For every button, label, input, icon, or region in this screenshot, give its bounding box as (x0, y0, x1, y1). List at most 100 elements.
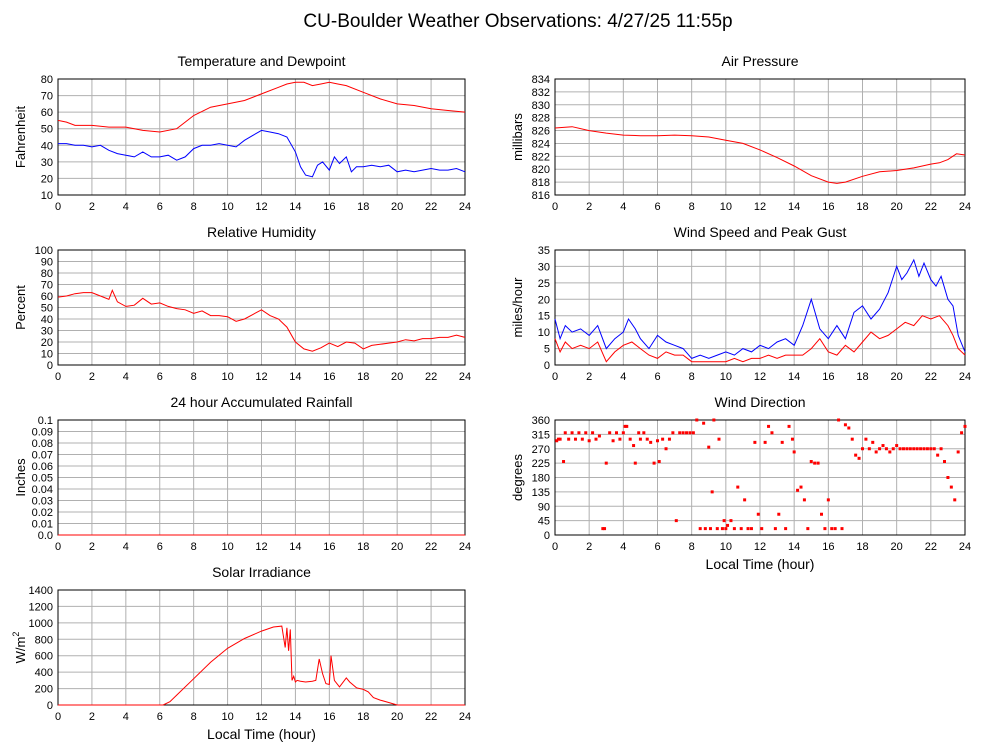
y-tick-label: 225 (532, 458, 550, 470)
x-axis-label: Local Time (hour) (207, 726, 316, 742)
data-point (799, 485, 803, 489)
data-point (946, 476, 950, 479)
x-axis-label: Local Time (hour) (706, 556, 815, 572)
y-tick-label: 45 (538, 516, 550, 528)
x-tick-label: 2 (89, 711, 95, 723)
data-point (905, 447, 909, 451)
plot-frame (57, 78, 466, 196)
data-point (777, 512, 781, 516)
data-point (840, 527, 844, 531)
data-point (881, 444, 885, 448)
data-point (864, 437, 868, 441)
data-point (562, 460, 566, 464)
x-tick-label: 4 (123, 371, 129, 383)
data-point (790, 437, 794, 441)
x-tick-label: 6 (157, 541, 163, 553)
plot-frame (554, 419, 966, 536)
data-point (608, 431, 612, 435)
y-tick-label: 80 (41, 268, 53, 280)
x-tick-label: 22 (925, 201, 937, 213)
y-tick-label: 70 (41, 280, 53, 292)
x-tick-label: 2 (89, 201, 95, 213)
y-axis-label-text: W/m (13, 637, 28, 664)
data-point (739, 527, 743, 531)
x-tick-label: 6 (654, 371, 660, 383)
y-tick-label: 0 (47, 360, 53, 372)
x-tick-label: 14 (289, 541, 301, 553)
y-axis-label: Percent (13, 285, 28, 330)
x-tick-label: 10 (221, 541, 233, 553)
x-tick-label: 14 (289, 201, 301, 213)
x-tick-label: 0 (55, 711, 61, 723)
x-tick-label: 0 (552, 201, 558, 213)
x-tick-label: 10 (221, 371, 233, 383)
x-tick-label: 18 (357, 201, 369, 213)
x-tick-label: 10 (720, 541, 732, 553)
y-tick-label: 60 (41, 107, 53, 119)
x-tick-label: 16 (822, 201, 834, 213)
x-tick-label: 12 (754, 201, 766, 213)
x-tick-label: 24 (459, 201, 471, 213)
y-axis-label-text: degrees (510, 454, 525, 501)
data-point (943, 460, 946, 464)
chart-pressure: 0 2 4 6 8 10 12 14 16 18 20 22 248168188208228248268… (510, 53, 971, 213)
data-point (732, 527, 736, 531)
x-tick-label: 24 (459, 371, 471, 383)
x-tick-label: 20 (391, 541, 403, 553)
series-line-1 (554, 315, 966, 363)
data-point (895, 444, 899, 448)
data-point (642, 431, 646, 435)
data-point (847, 426, 851, 430)
y-tick-label: 826 (532, 126, 550, 138)
x-tick-label: 16 (323, 711, 335, 723)
y-axis-label-text: miles/hour (510, 277, 525, 338)
data-point (615, 431, 618, 435)
data-point (717, 437, 721, 441)
data-point (584, 431, 588, 435)
x-tick-label: 10 (720, 371, 732, 383)
x-tick-label: 2 (586, 541, 592, 553)
y-tick-label: 40 (41, 314, 53, 326)
y-axis-label-superscript: 2 (11, 632, 21, 637)
y-tick-label: 832 (532, 87, 550, 99)
y-tick-label: 0 (544, 360, 550, 372)
y-tick-label: 90 (538, 501, 550, 513)
y-tick-label: 1400 (29, 585, 53, 597)
x-tick-label: 2 (89, 371, 95, 383)
y-tick-label: 5 (544, 344, 550, 356)
y-axis-label: millibars (510, 113, 525, 161)
data-point (623, 424, 627, 428)
y-tick-label: 0 (47, 700, 53, 712)
data-point (787, 424, 791, 428)
y-tick-label: 35 (538, 245, 550, 257)
x-tick-label: 0 (552, 541, 558, 553)
data-point (767, 424, 771, 428)
grid (554, 78, 966, 196)
y-tick-label: 0.0 (38, 530, 53, 542)
data-point (591, 431, 595, 435)
x-tick-label: 12 (255, 541, 267, 553)
chart-humidity: 0 2 4 6 8 10 12 14 16 18 20 22 240102030405060708090… (13, 224, 471, 383)
data-point (695, 418, 699, 422)
data-point (637, 431, 641, 435)
plot-frame (554, 78, 966, 196)
y-tick-label: 70 (41, 91, 53, 103)
data-point (826, 498, 830, 502)
x-tick-label: 4 (620, 541, 626, 553)
data-point (854, 453, 858, 457)
x-tick-label: 22 (425, 711, 437, 723)
chart-wind: 0 2 4 6 8 10 12 14 16 18 20 22 2405101520253035Wind … (510, 224, 971, 383)
data-point (633, 461, 637, 465)
data-point (784, 527, 788, 531)
data-point (960, 431, 964, 435)
data-point (760, 527, 764, 531)
x-tick-label: 8 (689, 201, 695, 213)
x-tick-label: 18 (856, 541, 868, 553)
data-point (722, 519, 726, 523)
data-point (712, 418, 716, 422)
y-tick-label: 0 (544, 530, 550, 542)
x-tick-label: 24 (459, 541, 471, 553)
data-point (580, 437, 584, 441)
data-point (871, 440, 875, 444)
